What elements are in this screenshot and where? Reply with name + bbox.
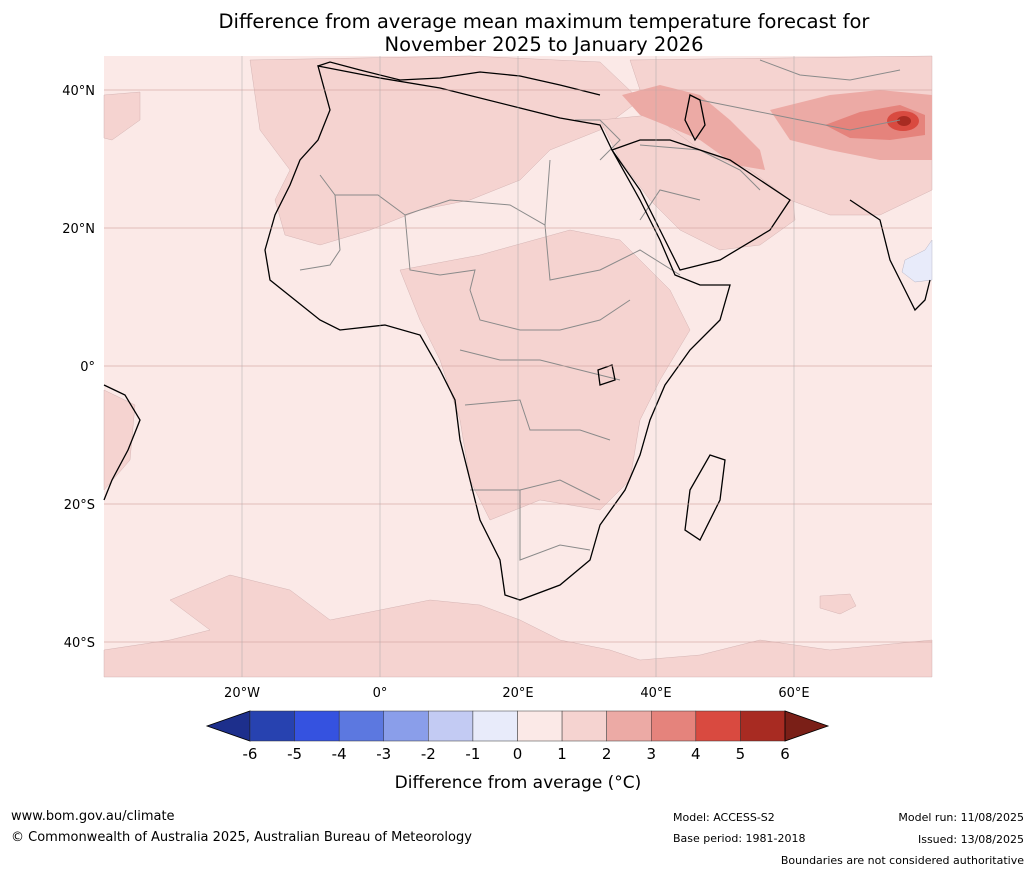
coastline-arabia — [610, 139, 791, 271]
longitude-labels: 20°W 0° 20°E 40°E 60°E — [224, 686, 810, 701]
colorbar-swatch — [517, 710, 563, 742]
longitude-gridlines — [241, 56, 795, 677]
colorbar-swatch — [561, 710, 607, 742]
colorbar-swatch — [294, 710, 340, 742]
colorbar-tick: -4 — [332, 745, 347, 763]
anomaly-region-central-africa — [399, 229, 691, 521]
lon-label: 0° — [373, 686, 388, 701]
colorbar-tick: -1 — [465, 745, 480, 763]
boundaries-disclaimer: Boundaries are not considered authoritat… — [780, 854, 1024, 867]
colorbar-swatch — [472, 710, 518, 742]
lat-label: 0° — [80, 360, 95, 375]
colorbar — [205, 710, 830, 742]
colorbar-tick: -3 — [376, 745, 391, 763]
model-name: Model: ACCESS-S2 — [673, 811, 775, 824]
anomaly-5-6-regions — [897, 116, 911, 126]
chart-title: Difference from average mean maximum tem… — [104, 10, 984, 56]
colorbar-swatch — [740, 710, 786, 742]
colorbar-tick: 2 — [602, 745, 612, 763]
colorbar-tick: 0 — [513, 745, 523, 763]
copyright-text: © Commonwealth of Australia 2025, Austra… — [11, 830, 472, 845]
model-run-date: Model run: 11/08/2025 — [898, 811, 1024, 824]
lon-label: 20°E — [502, 686, 533, 701]
anomaly-region-west-atlantic — [103, 91, 141, 141]
coastline-europe — [317, 61, 601, 96]
coastline-lake-victoria — [597, 364, 616, 386]
coastlines — [103, 61, 931, 601]
issued-date: Issued: 13/08/2025 — [917, 833, 1024, 846]
colorbar-swatch — [383, 710, 429, 742]
colorbar-tick: 5 — [736, 745, 746, 763]
colorbar-label: Difference from average (°C) — [395, 773, 642, 793]
latitude-labels: 40°N 20°N 0° 20°S 40°S — [62, 84, 95, 651]
colorbar-tick: -2 — [421, 745, 436, 763]
colorbar-tick: 6 — [780, 745, 790, 763]
colorbar-swatch — [651, 710, 697, 742]
colorbar-tick-labels: -6 -5 -4 -3 -2 -1 0 1 2 3 4 5 6 — [243, 745, 790, 763]
colorbar-swatch — [695, 710, 741, 742]
base-period: Base period: 1981-2018 — [673, 832, 806, 845]
lon-label: 40°E — [640, 686, 671, 701]
colorbar-swatch — [338, 710, 384, 742]
lon-label: 20°W — [224, 686, 260, 701]
lon-label: 60°E — [778, 686, 809, 701]
title-line-2: November 2025 to January 2026 — [384, 33, 704, 56]
title-line-1: Difference from average mean maximum tem… — [218, 10, 870, 33]
colorbar-over-arrow — [784, 710, 830, 742]
coastline-south-america — [103, 384, 141, 501]
colorbar-tick: 1 — [557, 745, 567, 763]
colorbar-swatch — [249, 710, 295, 742]
anomaly-region-india-negative — [901, 239, 933, 283]
colorbar-tick: 4 — [691, 745, 701, 763]
coastline-caspian-sea — [684, 94, 706, 142]
colorbar-swatch — [606, 710, 652, 742]
lat-label: 20°S — [64, 498, 95, 513]
coastline-india — [849, 199, 931, 312]
anomaly-region-tibet-5-6 — [897, 116, 911, 126]
colorbar-under-arrow — [205, 710, 251, 742]
website-link[interactable]: www.bom.gov.au/climate — [11, 809, 175, 824]
anomaly-region-southern-indian-ocean — [819, 593, 857, 615]
colorbar-tick: -6 — [243, 745, 258, 763]
country-boundaries — [299, 59, 901, 561]
coastline-madagascar — [684, 454, 726, 541]
lat-label: 40°N — [62, 84, 95, 99]
lat-label: 40°S — [64, 636, 95, 651]
coastline-africa — [264, 65, 731, 601]
anomaly-region-south-atlantic-west — [103, 389, 136, 491]
lat-label: 20°N — [62, 222, 95, 237]
anomaly-region-iran-2-3 — [622, 85, 765, 170]
colorbar-swatch — [428, 710, 474, 742]
colorbar-tick: 3 — [646, 745, 656, 763]
colorbar-tick: -5 — [287, 745, 302, 763]
